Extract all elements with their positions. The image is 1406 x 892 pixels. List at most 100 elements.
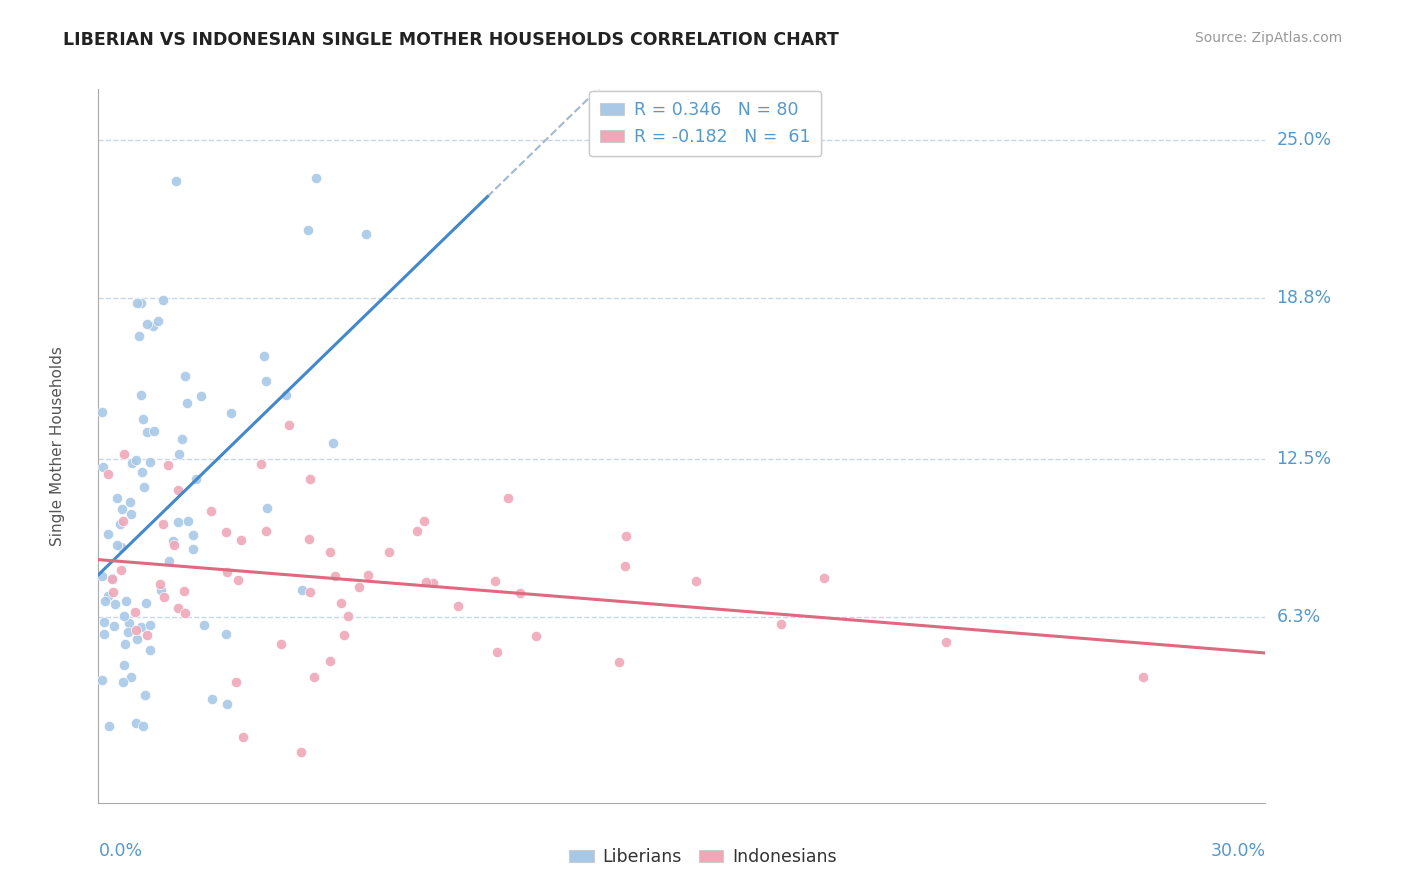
Point xyxy=(94,593,117,607)
Point xyxy=(174,606,197,620)
Point xyxy=(103,585,125,599)
Text: 6.3%: 6.3% xyxy=(1277,607,1320,626)
Point xyxy=(135,596,157,610)
Point xyxy=(91,405,114,419)
Point xyxy=(170,432,193,446)
Point xyxy=(298,585,321,599)
Point xyxy=(167,515,190,529)
Point xyxy=(167,447,190,461)
Point xyxy=(136,318,159,332)
Point xyxy=(354,227,377,241)
Point xyxy=(112,608,135,623)
Point xyxy=(231,533,253,548)
Point xyxy=(120,508,142,522)
Point xyxy=(219,407,242,421)
Point xyxy=(93,615,115,629)
Point xyxy=(124,605,146,619)
Point xyxy=(127,296,149,310)
Point xyxy=(97,526,120,541)
Point xyxy=(446,599,468,614)
Point xyxy=(97,467,120,481)
Point xyxy=(215,627,238,641)
Legend: Liberians, Indonesians: Liberians, Indonesians xyxy=(562,841,844,872)
Point xyxy=(225,674,247,689)
Point xyxy=(201,691,224,706)
Point xyxy=(330,596,353,610)
Point xyxy=(112,657,135,672)
Point xyxy=(152,516,174,531)
Point xyxy=(132,719,155,733)
Point xyxy=(498,491,520,505)
Point xyxy=(304,670,326,684)
Point xyxy=(412,514,434,528)
Point xyxy=(91,568,114,582)
Point xyxy=(93,626,115,640)
Text: LIBERIAN VS INDONESIAN SINGLE MOTHER HOUSEHOLDS CORRELATION CHART: LIBERIAN VS INDONESIAN SINGLE MOTHER HOU… xyxy=(63,31,839,49)
Point xyxy=(163,538,186,552)
Point xyxy=(274,388,297,402)
Text: 0.0%: 0.0% xyxy=(98,842,142,860)
Point xyxy=(614,558,637,573)
Point xyxy=(190,389,212,403)
Point xyxy=(181,542,204,557)
Point xyxy=(129,619,152,633)
Point xyxy=(250,457,273,471)
Point xyxy=(323,569,346,583)
Point xyxy=(509,585,531,599)
Point xyxy=(131,466,153,480)
Point xyxy=(290,582,312,597)
Point xyxy=(111,502,134,516)
Point xyxy=(297,223,319,237)
Point xyxy=(232,731,254,745)
Point xyxy=(277,417,299,432)
Point xyxy=(128,329,150,343)
Point xyxy=(136,628,159,642)
Point xyxy=(153,590,176,604)
Point xyxy=(110,563,132,577)
Point xyxy=(256,500,278,515)
Point xyxy=(111,514,134,528)
Point xyxy=(101,572,124,586)
Point xyxy=(297,532,319,546)
Text: 25.0%: 25.0% xyxy=(1277,131,1331,149)
Point xyxy=(184,472,207,486)
Point xyxy=(157,554,180,568)
Point xyxy=(415,574,437,589)
Text: 12.5%: 12.5% xyxy=(1277,450,1331,467)
Point xyxy=(298,472,321,486)
Point xyxy=(139,618,162,632)
Point xyxy=(125,715,148,730)
Text: 18.8%: 18.8% xyxy=(1277,289,1331,307)
Point xyxy=(254,374,277,388)
Text: 30.0%: 30.0% xyxy=(1211,842,1265,860)
Point xyxy=(152,293,174,308)
Point xyxy=(149,577,172,591)
Point xyxy=(132,480,155,494)
Point xyxy=(121,456,143,470)
Legend: R = 0.346   N = 80, R = -0.182   N =  61: R = 0.346 N = 80, R = -0.182 N = 61 xyxy=(589,91,821,156)
Point xyxy=(305,171,328,186)
Point xyxy=(322,435,344,450)
Point xyxy=(101,570,124,584)
Point xyxy=(120,670,142,684)
Point xyxy=(91,460,114,475)
Point xyxy=(112,674,135,689)
Point xyxy=(347,580,370,594)
Point xyxy=(256,524,278,538)
Point xyxy=(125,453,148,467)
Point xyxy=(125,632,148,647)
Point xyxy=(139,642,162,657)
Point xyxy=(162,534,184,549)
Point xyxy=(484,574,506,589)
Point xyxy=(336,608,359,623)
Point xyxy=(157,458,180,473)
Point xyxy=(319,654,342,668)
Point xyxy=(217,697,239,711)
Point xyxy=(91,673,114,688)
Point xyxy=(174,369,197,384)
Point xyxy=(131,412,153,426)
Point xyxy=(118,616,141,631)
Point xyxy=(332,628,354,642)
Text: Source: ZipAtlas.com: Source: ZipAtlas.com xyxy=(1195,31,1343,45)
Point xyxy=(200,503,222,517)
